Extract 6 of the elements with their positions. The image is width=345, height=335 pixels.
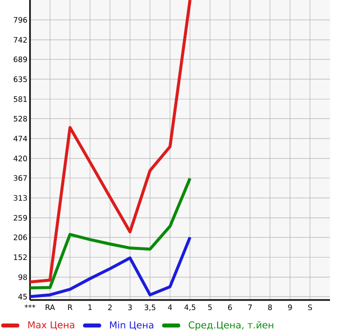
line-series: [30, 0, 192, 284]
line-series: [30, 236, 192, 298]
legend-label: Max Цена: [28, 321, 74, 330]
legend-label: Сред.Цена, т.йен: [188, 321, 274, 330]
line-series: [30, 176, 192, 290]
legend-label: Min Цена: [110, 321, 154, 330]
